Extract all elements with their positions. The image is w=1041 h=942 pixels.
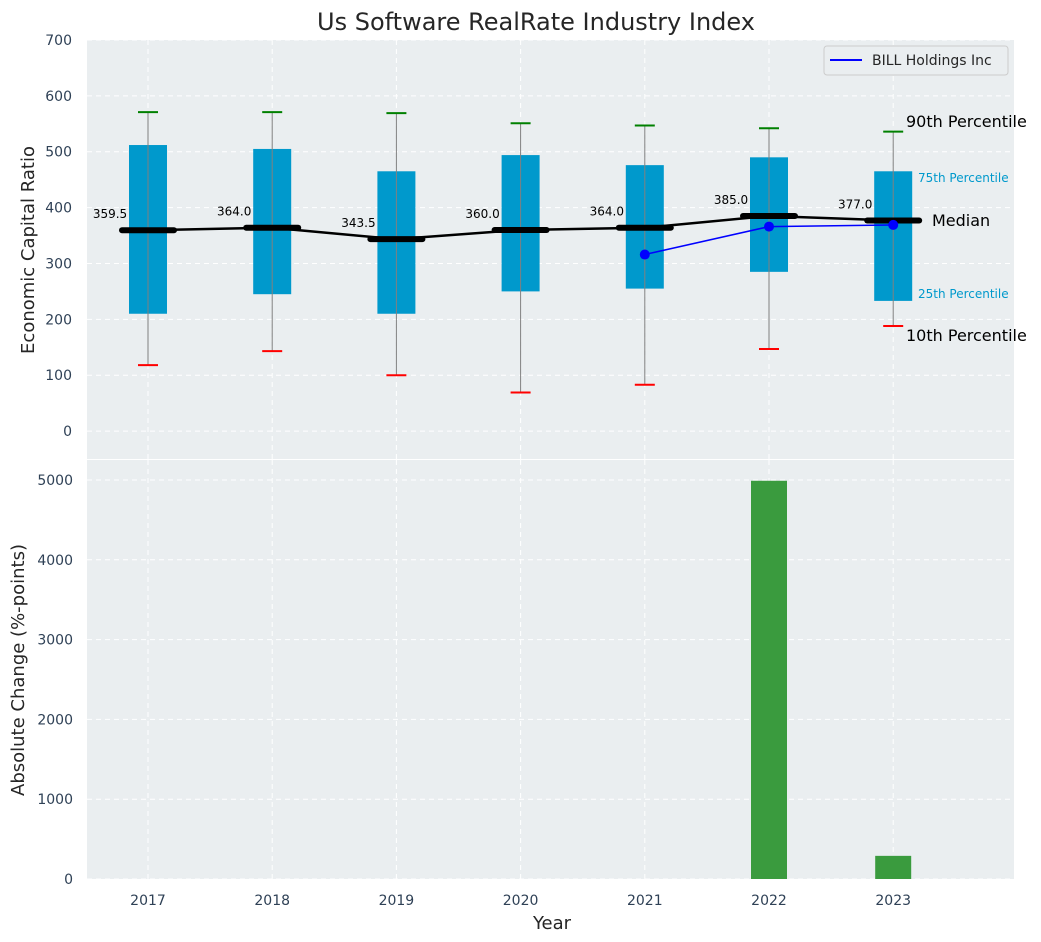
- top-y-tick-label: 0: [63, 424, 72, 440]
- median-label: 343.5: [341, 216, 375, 230]
- annotation-p75: 75th Percentile: [918, 171, 1009, 185]
- bottom-y-axis-label: Absolute Change (%-points): [8, 544, 29, 796]
- bottom-y-tick-label: 5000: [37, 473, 73, 489]
- x-tick-label: 2021: [627, 893, 663, 909]
- bar-layer: [751, 480, 912, 879]
- box-2020: 360.0: [465, 122, 550, 394]
- annotation-median: Median: [932, 211, 990, 230]
- top-plot-background: [87, 40, 1014, 459]
- bottom-grid: [87, 460, 1014, 880]
- bottom-y-tick-label: 4000: [37, 553, 73, 569]
- x-tick-label: 2017: [130, 893, 166, 909]
- bottom-y-tick-label: 0: [64, 872, 73, 888]
- top-y-tick-label: 600: [45, 89, 72, 105]
- top-y-tick-label: 100: [45, 368, 72, 384]
- top-y-ticks: 0 100 200 300 400 500 600 700: [45, 33, 72, 440]
- box-2018: 364.0: [217, 111, 302, 353]
- top-panel: 0 100 200 300 400 500 600 700 359.5 364.0 343.5 36…: [18, 33, 1027, 459]
- median-trend-line: [147, 214, 894, 241]
- bar-2023: [875, 855, 912, 879]
- box-2019: 343.5: [341, 112, 426, 377]
- top-y-tick-label: 500: [45, 145, 72, 161]
- x-tick-label: 2023: [875, 893, 911, 909]
- x-ticks: 2017 2018 2019 2020 2021 2022 2023: [130, 893, 911, 909]
- annotation-p25: 25th Percentile: [918, 287, 1009, 301]
- top-y-tick-label: 200: [45, 312, 72, 328]
- legend: BILL Holdings Inc: [823, 45, 1009, 76]
- bottom-y-ticks: 0 1000 2000 3000 4000 5000: [37, 473, 73, 888]
- top-y-tick-label: 700: [45, 33, 72, 49]
- median-label: 364.0: [590, 205, 624, 219]
- company-point-2022: [764, 221, 774, 232]
- x-axis-label: Year: [532, 913, 572, 934]
- company-point-2021: [639, 249, 650, 260]
- annotation-p10: 10th Percentile: [906, 326, 1027, 345]
- company-line-layer: [639, 219, 899, 260]
- median-label: 359.5: [93, 207, 127, 221]
- chart-title: Us Software RealRate Industry Index: [317, 8, 755, 36]
- bottom-plot-background: [87, 460, 1014, 879]
- bar-2022: [751, 480, 787, 879]
- median-line-layer: [147, 214, 894, 241]
- legend-label-company: BILL Holdings Inc: [872, 53, 992, 69]
- bottom-y-tick-label: 1000: [37, 792, 73, 808]
- median-label: 377.0: [838, 197, 872, 211]
- median-label: 364.0: [217, 205, 251, 219]
- annotation-p90: 90th Percentile: [906, 112, 1027, 131]
- box-2023: 377.0: [838, 130, 923, 328]
- median-label: 385.0: [714, 193, 748, 207]
- x-tick-label: 2018: [254, 893, 290, 909]
- median-label: 360.0: [465, 207, 499, 221]
- top-y-tick-label: 400: [45, 201, 72, 217]
- x-tick-label: 2019: [379, 893, 415, 909]
- x-tick-label: 2020: [503, 893, 539, 909]
- legend-box: [823, 45, 1009, 76]
- top-y-axis-label: Economic Capital Ratio: [18, 146, 39, 354]
- bottom-y-tick-label: 2000: [37, 712, 73, 728]
- percentile-annotations: 90th Percentile 75th Percentile Median 2…: [906, 112, 1027, 345]
- company-point-2023: [888, 219, 899, 230]
- bottom-y-tick-label: 3000: [37, 633, 73, 649]
- top-y-tick-label: 300: [45, 256, 72, 272]
- x-tick-label: 2022: [751, 893, 787, 909]
